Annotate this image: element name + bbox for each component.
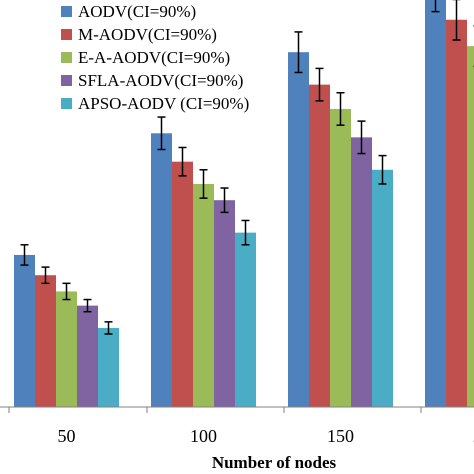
legend-swatch xyxy=(61,6,72,17)
bar xyxy=(56,291,77,407)
legend-swatch xyxy=(61,29,72,40)
bar xyxy=(446,19,467,408)
legend-label: SFLA-AODV(CI=90%) xyxy=(78,71,243,90)
bar xyxy=(98,327,119,407)
bar xyxy=(351,137,372,407)
legend-swatch xyxy=(61,52,72,63)
legend-label: AODV(CI=90%) xyxy=(78,2,196,21)
bar xyxy=(425,0,446,408)
bar xyxy=(77,305,98,407)
legend: AODV(CI=90%) M-AODV(CI=90%) E-A-AODV(CI=90… xyxy=(61,2,249,113)
bar xyxy=(151,133,172,407)
bar xyxy=(467,46,474,407)
bar xyxy=(330,108,351,408)
bar xyxy=(14,254,35,407)
x-tick-label: 150 xyxy=(327,426,354,446)
bar xyxy=(214,200,235,407)
x-tick-label: 50 xyxy=(58,426,76,446)
legend-swatch xyxy=(61,98,72,109)
bar xyxy=(35,275,56,407)
bar xyxy=(193,183,214,407)
bars-layer xyxy=(14,0,474,408)
legend-swatch xyxy=(61,75,72,86)
legend-label: E-A-AODV(CI=90%) xyxy=(78,48,230,67)
error-bars-layer xyxy=(20,0,474,335)
bar xyxy=(288,52,309,407)
bar xyxy=(235,232,256,407)
x-tick-label: 100 xyxy=(190,426,217,446)
bar xyxy=(309,84,330,407)
bar xyxy=(372,169,393,407)
legend-label: APSO-AODV (CI=90%) xyxy=(78,94,249,113)
x-tick-labels: 501001502 xyxy=(58,426,474,446)
x-ticks xyxy=(8,407,422,413)
legend-label: M-AODV(CI=90%) xyxy=(78,25,217,44)
bar xyxy=(172,161,193,407)
x-axis-title: Number of nodes xyxy=(212,453,337,472)
